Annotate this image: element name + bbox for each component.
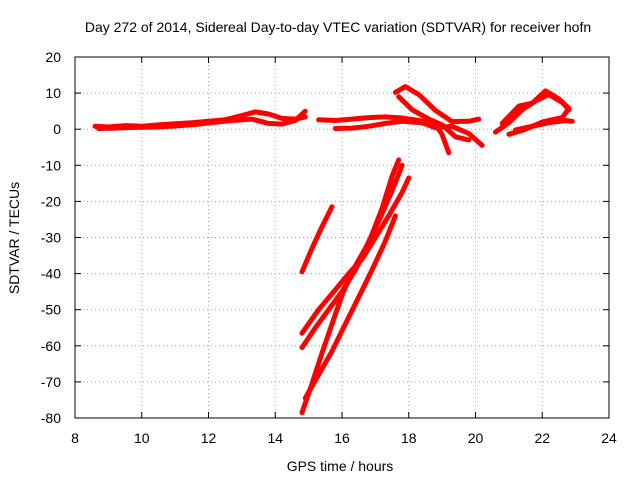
grid	[75, 57, 609, 418]
y-tick-label: -60	[41, 338, 61, 354]
series-track-9	[513, 118, 575, 133]
y-tick-label: -50	[41, 302, 61, 318]
x-tick-label: 10	[134, 430, 150, 446]
series-track-5	[392, 84, 482, 125]
series-track-13	[299, 162, 405, 416]
data-series	[92, 84, 575, 416]
x-tick-label: 20	[468, 430, 484, 446]
y-tick-label: -20	[41, 193, 61, 209]
x-tick-label: 8	[71, 430, 79, 446]
x-tick-label: 22	[534, 430, 550, 446]
y-tick-label: 10	[45, 85, 61, 101]
y-tick-label: 20	[45, 49, 61, 65]
chart-title: Day 272 of 2014, Sidereal Day-to-day VTE…	[85, 19, 591, 35]
x-tick-label: 16	[334, 430, 350, 446]
x-axis-ticks: 8 10 12 14 16 18 20 22 24	[71, 57, 617, 446]
series-track-4	[332, 118, 485, 148]
series-track-10	[299, 204, 335, 275]
y-tick-label: -10	[41, 157, 61, 173]
x-tick-label: 18	[401, 430, 417, 446]
series-track-14	[302, 213, 398, 401]
y-tick-label: -40	[41, 266, 61, 282]
y-axis-ticks: 20 10 0 -10 -20 -30 -40 -50 -60 -70 -80	[41, 49, 609, 426]
x-axis-label: GPS time / hours	[287, 458, 394, 474]
series-track-2	[95, 108, 308, 131]
y-tick-label: 0	[53, 121, 61, 137]
y-tick-label: -70	[41, 374, 61, 390]
series-track-6	[396, 94, 472, 143]
y-tick-label: -80	[41, 410, 61, 426]
x-tick-label: 14	[267, 430, 283, 446]
y-axis-label: SDTVAR / TECUs	[6, 182, 22, 294]
x-tick-label: 12	[201, 430, 217, 446]
x-tick-label: 24	[601, 430, 617, 446]
y-tick-label: -30	[41, 230, 61, 246]
